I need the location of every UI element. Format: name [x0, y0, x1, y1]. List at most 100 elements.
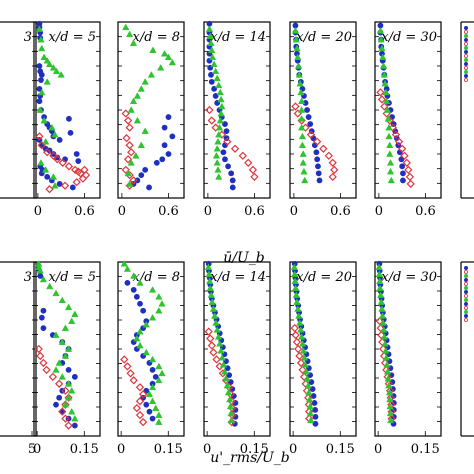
- green-triangle-marker: [208, 46, 216, 53]
- blue-circle-marker: [313, 149, 320, 156]
- panel-label: x/d = 20: [296, 270, 352, 285]
- green-triangle-marker: [383, 367, 392, 375]
- green-triangle-marker: [293, 298, 301, 305]
- green-triangle-marker: [386, 409, 395, 417]
- green-triangle-marker: [136, 279, 144, 286]
- green-triangle-marker: [217, 347, 225, 354]
- panel-frame: [203, 21, 271, 199]
- red-diamond-marker: [463, 305, 468, 310]
- blue-circle-marker: [463, 74, 468, 79]
- x-tick-label: 0: [375, 204, 383, 219]
- green-triangle-marker: [377, 35, 385, 43]
- panel-label: x/d = 14: [210, 270, 266, 285]
- panel: 0 0.6 x/d = 20: [289, 21, 357, 219]
- green-triangle-marker: [298, 115, 306, 122]
- clipped-right-panel-bottom: [460, 261, 474, 437]
- blue-circle-marker: [159, 156, 166, 163]
- green-triangle-marker: [126, 30, 134, 38]
- green-triangle-marker: [224, 388, 233, 396]
- green-triangle-marker: [386, 141, 394, 149]
- blue-circle-marker: [161, 124, 168, 131]
- green-triangle-marker: [386, 150, 394, 157]
- red-diamond-marker: [61, 414, 70, 423]
- panel: 0 0.15 x/d = 30: [374, 260, 442, 457]
- blue-circle-marker: [124, 279, 131, 286]
- green-triangle-marker: [463, 309, 468, 314]
- green-triangle-marker: [206, 284, 214, 291]
- green-triangle-marker: [42, 166, 50, 173]
- blue-circle-marker: [37, 273, 44, 279]
- green-triangle-marker: [299, 347, 308, 354]
- x-tick-label: 5: [28, 442, 36, 457]
- panel-markers: [120, 260, 166, 427]
- green-triangle-marker: [149, 46, 157, 53]
- green-triangle-marker: [209, 305, 218, 312]
- green-triangle-marker: [383, 97, 391, 105]
- green-triangle-marker: [64, 303, 73, 311]
- blue-circle-marker: [312, 406, 319, 413]
- blue-circle-marker: [463, 277, 468, 282]
- red-diamond-marker: [463, 317, 468, 322]
- blue-circle-marker: [44, 173, 51, 180]
- green-triangle-marker: [298, 106, 306, 113]
- red-diamond-marker: [48, 372, 58, 381]
- red-diamond-marker: [58, 407, 67, 416]
- x-tick-label: 0: [117, 442, 125, 457]
- green-triangle-marker: [463, 46, 468, 51]
- green-triangle-marker: [296, 319, 304, 326]
- red-diamond-marker: [324, 151, 333, 160]
- green-triangle-marker: [378, 312, 387, 319]
- blue-circle-marker: [400, 177, 406, 184]
- green-triangle-marker: [61, 324, 70, 331]
- red-diamond-marker: [295, 351, 304, 361]
- panel-markers: [35, 20, 91, 194]
- green-triangle-marker: [37, 159, 45, 166]
- red-diamond-marker: [34, 344, 43, 354]
- green-triangle-marker: [42, 137, 50, 145]
- blue-circle-marker: [463, 38, 468, 43]
- red-diamond-marker: [238, 151, 247, 160]
- green-triangle-marker: [64, 394, 73, 401]
- red-diamond-marker: [122, 134, 131, 143]
- green-triangle-marker: [298, 333, 306, 340]
- x-tick-label: 0: [289, 442, 297, 457]
- blue-circle-marker: [149, 415, 156, 422]
- green-triangle-marker: [52, 289, 60, 297]
- bottom-row-panels: 530 0.15x/d = 50 0.15x/d = 80 0.15x/d = 140…: [0, 260, 442, 457]
- green-triangle-marker: [147, 71, 156, 78]
- red-diamond-marker: [398, 144, 407, 153]
- green-triangle-marker: [155, 307, 163, 314]
- green-triangle-marker: [385, 132, 393, 140]
- blue-circle-marker: [229, 177, 236, 184]
- green-triangle-marker: [164, 53, 173, 61]
- green-triangle-marker: [375, 263, 383, 271]
- panel-frame: [289, 261, 357, 437]
- blue-circle-marker: [36, 85, 43, 92]
- green-triangle-marker: [124, 169, 132, 177]
- blue-circle-marker: [312, 420, 319, 427]
- red-diamond-marker: [244, 158, 253, 167]
- green-triangle-marker: [155, 418, 163, 425]
- green-triangle-marker: [298, 123, 306, 131]
- red-diamond-marker: [64, 421, 73, 430]
- green-triangle-marker: [36, 266, 44, 274]
- panel-label: x/d = 30: [381, 270, 437, 285]
- green-triangle-marker: [71, 414, 79, 422]
- green-triangle-marker: [213, 145, 221, 152]
- green-triangle-marker: [120, 260, 128, 267]
- blue-circle-marker: [66, 115, 72, 122]
- blue-circle-marker: [208, 78, 215, 85]
- green-triangle-marker: [380, 71, 388, 78]
- blue-circle-marker: [56, 181, 63, 187]
- red-diamond-marker: [463, 269, 468, 274]
- green-triangle-marker: [379, 62, 388, 69]
- green-triangle-marker: [294, 62, 303, 69]
- x-tick-label: 0: [374, 442, 382, 457]
- blue-circle-marker: [225, 163, 231, 170]
- green-triangle-marker: [292, 35, 300, 43]
- green-triangle-marker: [36, 106, 44, 113]
- green-triangle-marker: [303, 374, 311, 382]
- x-tick-label: 0: [290, 204, 298, 219]
- green-triangle-marker: [45, 60, 54, 68]
- red-diamond-marker: [39, 358, 48, 368]
